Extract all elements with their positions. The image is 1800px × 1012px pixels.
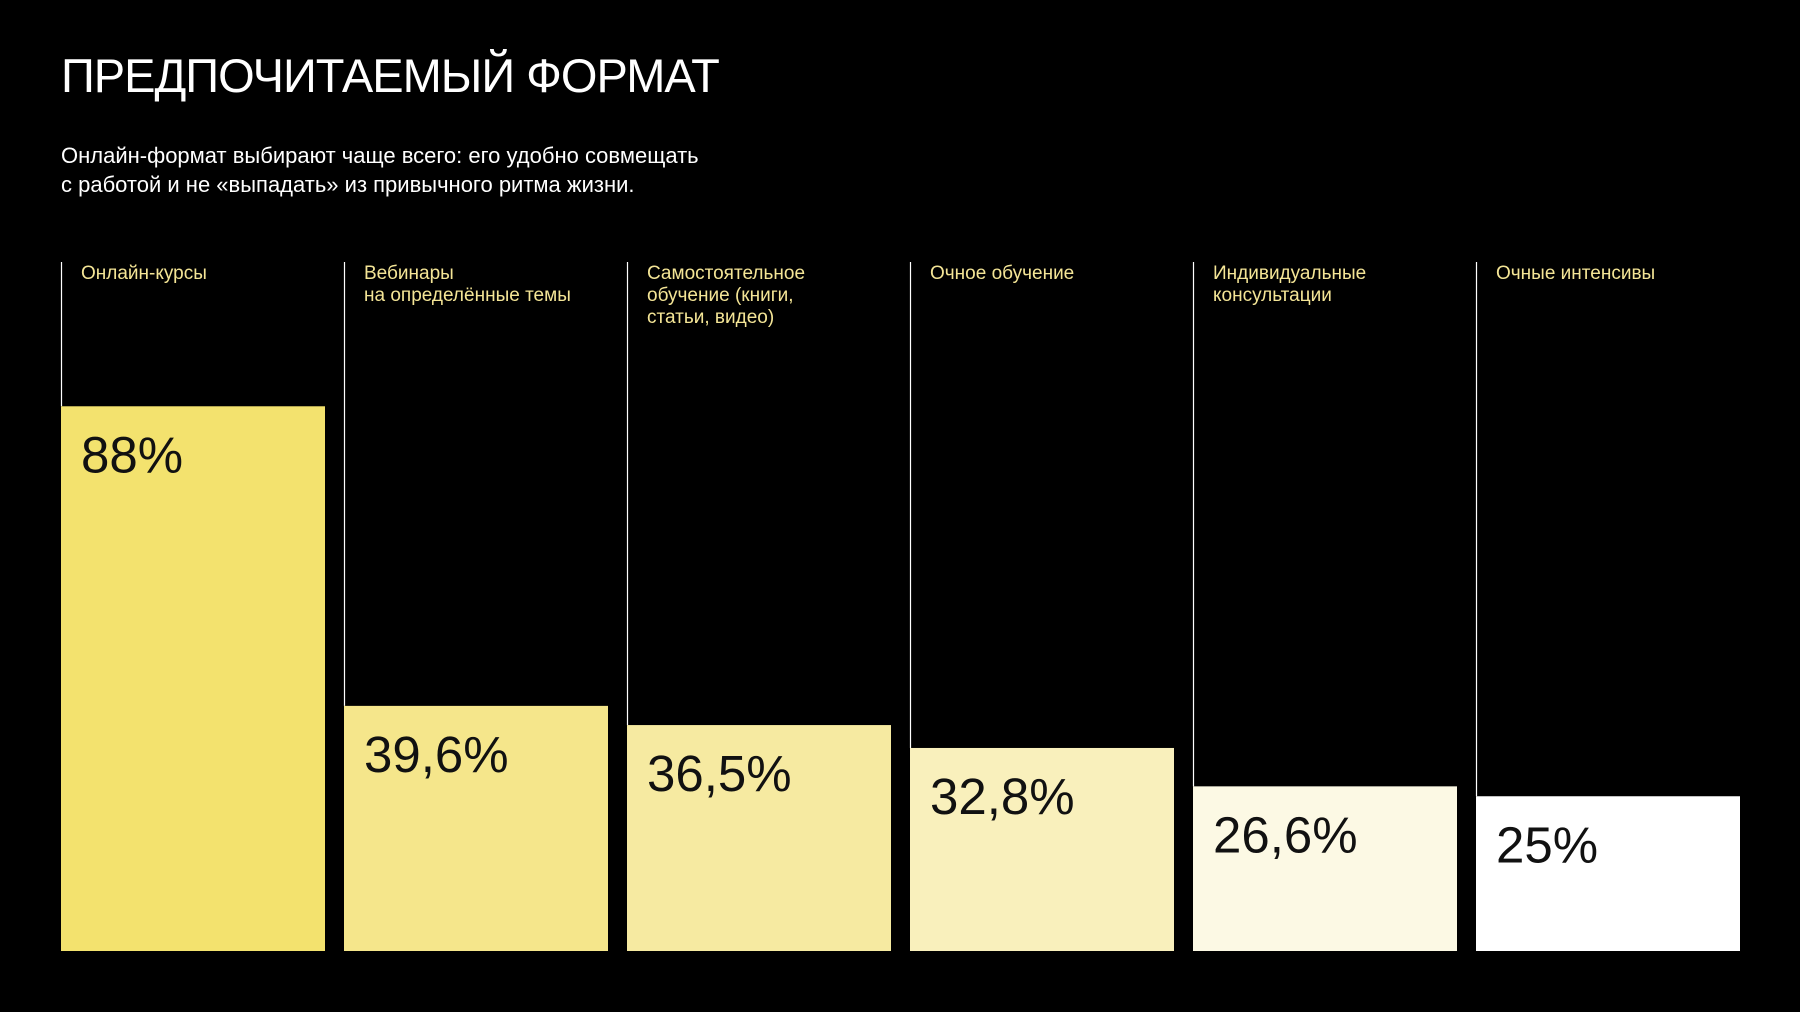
category-label: Индивидуальные консультации [1213, 263, 1366, 306]
category-label: Очное обучение [930, 263, 1074, 284]
category-label: Очные интенсивы [1496, 263, 1655, 284]
page-title: ПРЕДПОЧИТАЕМЫЙ ФОРМАТ [61, 49, 720, 102]
bar [627, 725, 891, 951]
value-label: 25% [1496, 816, 1598, 873]
value-label: 88% [81, 426, 183, 483]
bar [1476, 796, 1740, 951]
category-label: Вебинары на определённые темы [364, 263, 571, 306]
value-label: 36,5% [647, 745, 792, 802]
category-label: Онлайн-курсы [81, 263, 207, 284]
bar [910, 747, 1174, 951]
subtitle-line: Онлайн-формат выбирают чаще всего: его у… [61, 143, 699, 168]
subtitle-line: с работой и не «выпадать» из привычного … [61, 172, 635, 197]
bar [61, 406, 325, 951]
page-subtitle: Онлайн-формат выбирают чаще всего: его у… [61, 141, 781, 199]
category-label: Самостоятельное обучение (книги, статьи, в… [647, 263, 805, 328]
value-label: 26,6% [1213, 806, 1358, 863]
bar [344, 705, 608, 951]
bar [1193, 786, 1457, 951]
value-label: 32,8% [930, 768, 1075, 825]
value-label: 39,6% [364, 726, 509, 783]
